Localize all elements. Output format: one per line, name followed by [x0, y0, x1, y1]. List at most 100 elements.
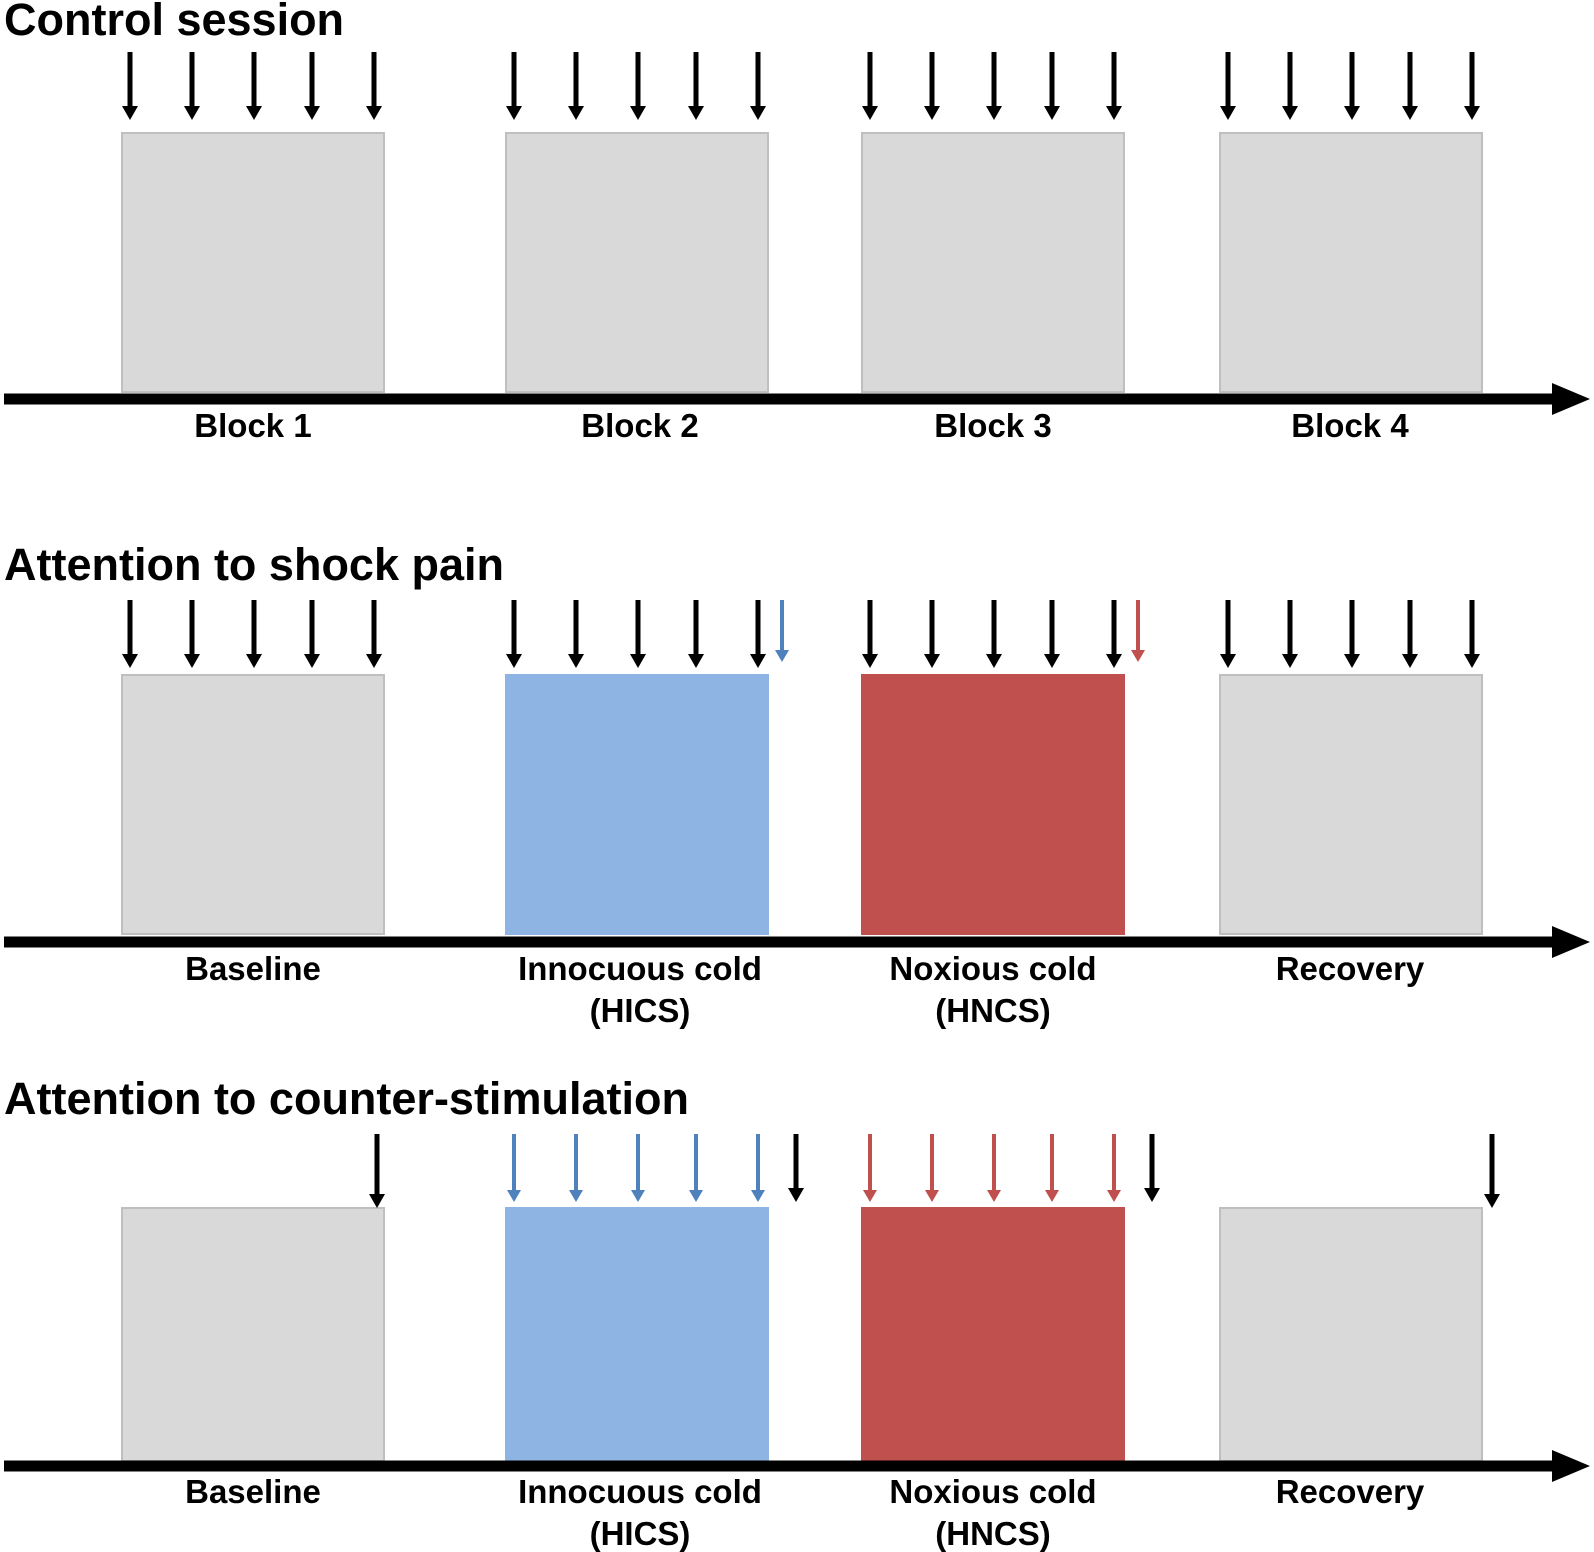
block-label: (HNCS): [935, 1515, 1050, 1552]
arrow-head: [1282, 654, 1298, 668]
arrow-head: [630, 654, 646, 668]
arrow-head: [862, 654, 878, 668]
block-label: Baseline: [185, 950, 321, 987]
stimulus-arrow: [1044, 600, 1060, 668]
stimulus-arrow: [366, 52, 382, 120]
block-label: (HICS): [590, 992, 691, 1029]
stimulus-arrow-blue: [507, 1134, 521, 1202]
block-4-neutral: [1219, 1207, 1483, 1462]
block-2-neutral: [505, 132, 769, 393]
stimulus-arrow: [630, 600, 646, 668]
block-3-noxious: [861, 674, 1125, 935]
block-label: Block 4: [1291, 407, 1409, 444]
stimulus-arrow: [1044, 52, 1060, 120]
stimulus-arrow: [630, 52, 646, 120]
stimulus-arrow: [304, 600, 320, 668]
arrow-head: [366, 654, 382, 668]
arrow-head: [925, 1190, 939, 1202]
arrow-head: [924, 654, 940, 668]
stimulus-arrow-red: [987, 1134, 1001, 1202]
stimulus-arrow-blue: [569, 1134, 583, 1202]
stimulus-arrow: [122, 600, 138, 668]
arrow-head: [924, 106, 940, 120]
arrow-head: [246, 654, 262, 668]
stimulus-arrow: [688, 52, 704, 120]
block-label: (HNCS): [935, 992, 1050, 1029]
arrow-head: [631, 1190, 645, 1202]
arrow-head: [1282, 106, 1298, 120]
block-label: Noxious cold: [889, 1473, 1096, 1510]
stimulus-arrow: [1106, 600, 1122, 668]
arrow-head: [688, 654, 704, 668]
arrow-head: [184, 654, 200, 668]
arrow-head: [775, 650, 789, 662]
arrow-head: [569, 1190, 583, 1202]
block-label: Innocuous cold: [518, 950, 762, 987]
arrow-head: [1484, 1194, 1500, 1208]
block-2-cold: [505, 674, 769, 935]
block-3-noxious: [861, 1207, 1125, 1462]
probe-arrow-blue: [775, 600, 789, 662]
section-title: Attention to shock pain: [4, 539, 504, 590]
section-shock: Attention to shock pain Baseline Innocuous…: [4, 539, 1590, 1029]
end-arrow: [1144, 1134, 1160, 1202]
arrow-head: [1464, 106, 1480, 120]
arrow-head: [1107, 1190, 1121, 1202]
arrow-head: [1344, 106, 1360, 120]
probe-arrow-red: [1131, 600, 1145, 662]
arrow-head: [1402, 654, 1418, 668]
arrow-head: [366, 106, 382, 120]
stimulus-arrow: [986, 52, 1002, 120]
stimulus-arrow: [246, 600, 262, 668]
stimulus-arrow-blue: [689, 1134, 703, 1202]
stimulus-arrow: [1220, 52, 1236, 120]
block-1-neutral: [121, 1207, 385, 1462]
stimulus-arrow: [1464, 52, 1480, 120]
stimulus-arrow: [750, 600, 766, 668]
arrow-head: [122, 106, 138, 120]
arrow-head: [1402, 106, 1418, 120]
arrow-head: [568, 106, 584, 120]
arrow-head: [688, 106, 704, 120]
stimulus-arrow: [1402, 52, 1418, 120]
stimulus-arrow-red: [863, 1134, 877, 1202]
arrow-head: [750, 654, 766, 668]
block-3-neutral: [861, 132, 1125, 393]
arrow-head: [1131, 650, 1145, 662]
block-label: Recovery: [1276, 1473, 1425, 1510]
arrow-head: [1044, 106, 1060, 120]
stimulus-arrow: [246, 52, 262, 120]
stimulus-arrow: [366, 600, 382, 668]
stimulus-arrow: [862, 600, 878, 668]
arrow-head: [862, 106, 878, 120]
time-axis-arrowhead: [1552, 383, 1590, 415]
arrow-head: [689, 1190, 703, 1202]
end-arrow: [369, 1134, 385, 1208]
block-label: Baseline: [185, 1473, 321, 1510]
block-label: Recovery: [1276, 950, 1425, 987]
stimulus-arrow: [304, 52, 320, 120]
stimulus-arrow-red: [1107, 1134, 1121, 1202]
section-title: Attention to counter-stimulation: [4, 1073, 689, 1124]
stimulus-arrow: [750, 52, 766, 120]
block-2-cold: [505, 1207, 769, 1462]
end-arrow: [1484, 1134, 1500, 1208]
block-1-neutral: [121, 674, 385, 935]
stimulus-arrow: [1220, 600, 1236, 668]
arrow-head: [1144, 1188, 1160, 1202]
arrow-head: [987, 1190, 1001, 1202]
arrow-head: [750, 106, 766, 120]
block-label: Block 2: [581, 407, 698, 444]
arrow-head: [304, 106, 320, 120]
arrow-head: [122, 654, 138, 668]
section-counter: Attention to counter-stimulation Baseline…: [4, 1073, 1590, 1552]
section-title: Control session: [4, 0, 344, 45]
stimulus-arrow: [122, 52, 138, 120]
stimulus-arrow: [1344, 52, 1360, 120]
time-axis-arrowhead: [1552, 1450, 1590, 1482]
block-label: Block 3: [934, 407, 1051, 444]
arrow-head: [1106, 106, 1122, 120]
stimulus-arrow-red: [1045, 1134, 1059, 1202]
block-label: Innocuous cold: [518, 1473, 762, 1510]
